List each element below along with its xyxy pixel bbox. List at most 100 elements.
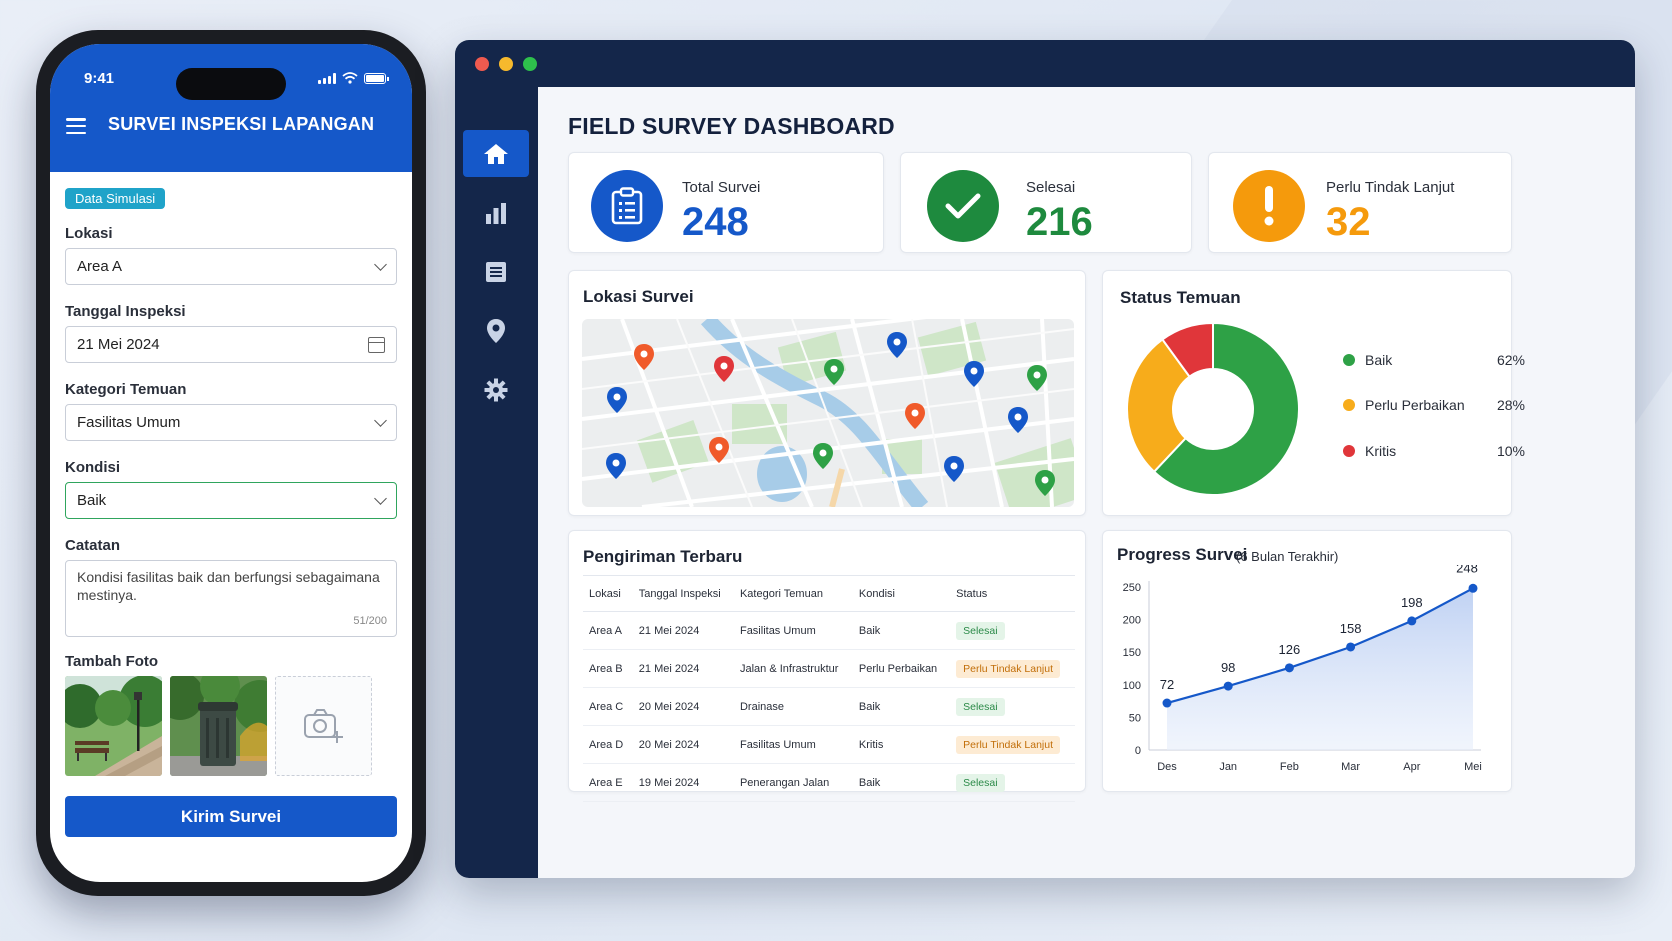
add-camera-icon	[303, 709, 343, 743]
table-row[interactable]: Area D 20 Mei 2024 Fasilitas Umum Kritis Per…	[583, 725, 1075, 764]
legend-label: Perlu Perbaikan	[1365, 397, 1465, 413]
photo-thumbnail-park[interactable]	[65, 676, 162, 776]
data-label: 98	[1221, 660, 1235, 675]
tanggal-value: 21 Mei 2024	[77, 336, 160, 353]
legend-label: Kritis	[1365, 443, 1397, 459]
legend-pct: 28%	[1496, 397, 1525, 413]
status-time: 9:41	[84, 70, 115, 87]
survey-form: Data Simulasi Lokasi Area A Tanggal Insp…	[50, 172, 412, 837]
home-icon	[484, 143, 508, 164]
stat-value: 216	[1026, 200, 1093, 244]
table-cell: 20 Mei 2024	[632, 725, 734, 764]
donut-slice-baik	[1152, 321, 1300, 496]
nav-home[interactable]	[463, 130, 529, 177]
legend-swatch	[1343, 445, 1355, 457]
table-cell: Baik	[852, 687, 951, 726]
stat-label: Total Survei	[682, 179, 761, 196]
progress-title: Progress Survei	[1117, 545, 1248, 564]
add-photo-button[interactable]	[275, 676, 372, 776]
dashboard-window: FIELD SURVEY DASHBOARD Total Survei 248 …	[455, 40, 1635, 878]
close-window-button[interactable]	[475, 57, 489, 71]
y-tick-label: 100	[1123, 680, 1141, 692]
column-header: Kategori Temuan	[733, 575, 853, 612]
table-cell: Baik	[852, 763, 951, 802]
data-label: 126	[1279, 642, 1301, 657]
y-tick-label: 150	[1123, 647, 1141, 659]
legend-swatch	[1343, 354, 1355, 366]
status-title: Status Temuan	[1120, 288, 1241, 307]
sidebar	[455, 87, 538, 878]
photo-thumbnail-trash-bin[interactable]	[170, 676, 267, 776]
table-cell: Penerangan Jalan	[733, 763, 853, 802]
table-row[interactable]: Area E 19 Mei 2024 Penerangan Jalan Baik Sel…	[583, 763, 1075, 802]
table-row[interactable]: Area A 21 Mei 2024 Fasilitas Umum Baik Seles…	[583, 611, 1075, 650]
calendar-icon[interactable]	[368, 336, 385, 353]
catatan-value: Kondisi fasilitas baik dan berfungsi seb…	[77, 569, 380, 603]
table-cell: Baik	[852, 611, 951, 650]
document-icon	[486, 261, 506, 282]
phone-header: 9:41 SURVEI INSPEKSI LAPANGAN	[50, 44, 412, 172]
submit-survey-button[interactable]: Kirim Survei	[65, 796, 397, 837]
status-badge: Perlu Tindak Lanjut	[956, 659, 1061, 678]
table-row[interactable]: Area C 20 Mei 2024 Drainase Baik Selesai	[583, 687, 1075, 726]
app-title: SURVEI INSPEKSI LAPANGAN	[108, 114, 375, 134]
nav-map[interactable]	[463, 307, 529, 354]
kategori-select[interactable]: Fasilitas Umum	[65, 404, 397, 441]
x-tick-label: Mei	[1464, 761, 1482, 773]
phone-screen: 9:41 SURVEI INSPEKSI LAPANGAN Data Simul…	[50, 44, 412, 882]
catatan-textarea[interactable]: Kondisi fasilitas baik dan berfungsi seb…	[65, 560, 397, 637]
column-header: Tanggal Inspeksi	[632, 575, 734, 612]
column-header: Lokasi	[583, 575, 633, 612]
alert-icon	[1233, 170, 1305, 242]
kategori-value: Fasilitas Umum	[77, 414, 181, 431]
table-cell: Kritis	[852, 725, 951, 764]
status-badge: Perlu Tindak Lanjut	[956, 735, 1061, 754]
lokasi-label: Lokasi	[65, 225, 113, 242]
check-icon	[927, 170, 999, 242]
lokasi-value: Area A	[77, 258, 123, 275]
progress-card: Progress Survei (6 Bulan Terakhir) 0 50 10…	[1102, 530, 1512, 792]
table-cell: 20 Mei 2024	[632, 687, 734, 726]
nav-reports[interactable]	[463, 248, 529, 295]
stat-card-followup: Perlu Tindak Lanjut 32	[1208, 152, 1512, 253]
table-cell: 21 Mei 2024	[632, 611, 734, 650]
recent-title: Pengiriman Terbaru	[583, 547, 743, 566]
maximize-window-button[interactable]	[523, 57, 537, 71]
data-point	[1468, 583, 1478, 593]
x-tick-label: Feb	[1280, 761, 1299, 773]
table-cell: Area B	[583, 649, 633, 688]
chevron-down-icon	[374, 257, 387, 271]
minimize-window-button[interactable]	[499, 57, 513, 71]
donut-slice-perlu-perbaikan	[1126, 338, 1191, 474]
wifi-icon	[342, 72, 358, 84]
lokasi-select[interactable]: Area A	[65, 248, 397, 285]
table-cell: Selesai	[950, 611, 1075, 650]
kondisi-select[interactable]: Baik	[65, 482, 397, 519]
tanggal-input[interactable]: 21 Mei 2024	[65, 326, 397, 363]
clipboard-icon	[591, 170, 663, 242]
y-tick-label: 0	[1135, 745, 1141, 757]
map-pin-markers	[606, 332, 1055, 496]
hamburger-menu-icon[interactable]	[66, 118, 86, 134]
chevron-down-icon	[374, 491, 387, 505]
table-row[interactable]: Area B 21 Mei 2024 Jalan & Infrastruktur Pe…	[583, 649, 1075, 688]
data-point	[1223, 681, 1233, 691]
page-title: FIELD SURVEY DASHBOARD	[568, 113, 895, 139]
x-tick-label: Des	[1157, 761, 1177, 773]
legend-pct: 62%	[1496, 352, 1525, 368]
nav-settings[interactable]	[463, 366, 529, 413]
nav-analytics[interactable]	[463, 189, 529, 236]
kondisi-value: Baik	[77, 492, 107, 509]
table-cell: 19 Mei 2024	[632, 763, 734, 802]
table-cell: 21 Mei 2024	[632, 649, 734, 688]
chevron-down-icon	[374, 413, 387, 427]
legend-baik: Baik 62%	[1343, 352, 1525, 368]
survey-map[interactable]	[582, 319, 1074, 507]
status-badge: Selesai	[956, 773, 1005, 792]
y-tick-label: 50	[1129, 712, 1141, 724]
legend-perlu-perbaikan: Perlu Perbaikan 28%	[1343, 397, 1525, 413]
gear-icon	[484, 378, 508, 401]
table-cell: Jalan & Infrastruktur	[733, 649, 853, 688]
table-cell: Fasilitas Umum	[733, 725, 853, 764]
donut-slice-kritis	[1161, 321, 1214, 379]
